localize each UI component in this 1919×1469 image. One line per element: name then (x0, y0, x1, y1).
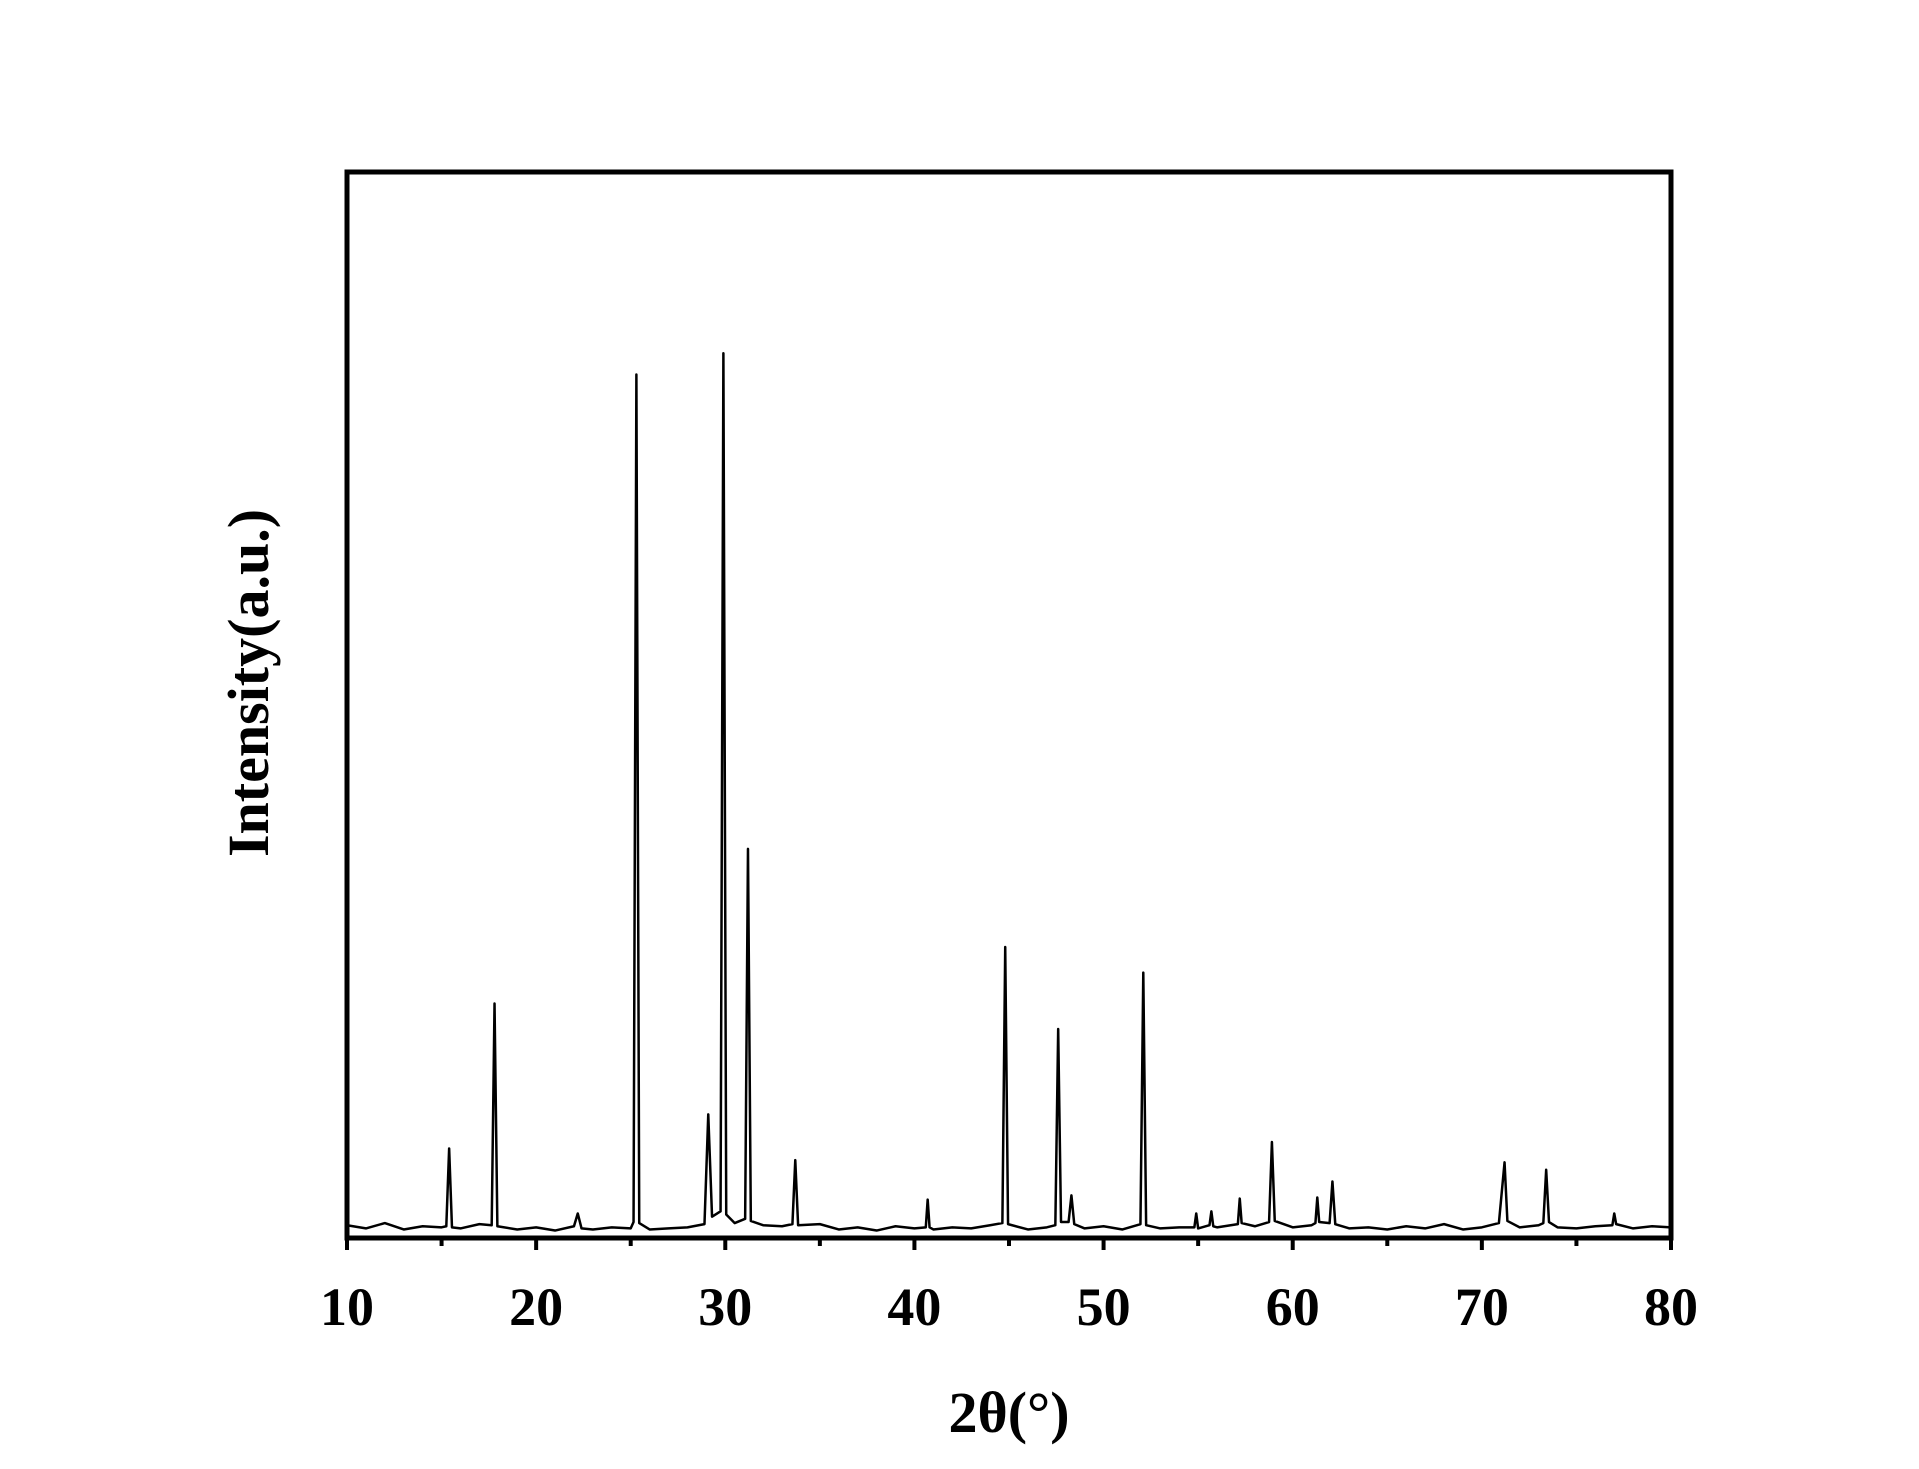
y-axis-title: Intensity(a.u.) (216, 509, 281, 857)
x-axis-title: 2θ(°) (948, 1380, 1069, 1445)
plot-frame (344, 169, 1674, 1241)
x-tick-label: 40 (887, 1277, 941, 1337)
x-tick-label: 20 (509, 1277, 563, 1337)
x-tick-label: 80 (1644, 1277, 1698, 1337)
x-tick-label: 60 (1266, 1277, 1320, 1337)
x-tick-label: 10 (320, 1277, 374, 1337)
data-line (346, 351, 1672, 1232)
x-tick-label: 50 (1077, 1277, 1131, 1337)
x-tick-label: 70 (1455, 1277, 1509, 1337)
x-tick-label: 30 (698, 1277, 752, 1337)
